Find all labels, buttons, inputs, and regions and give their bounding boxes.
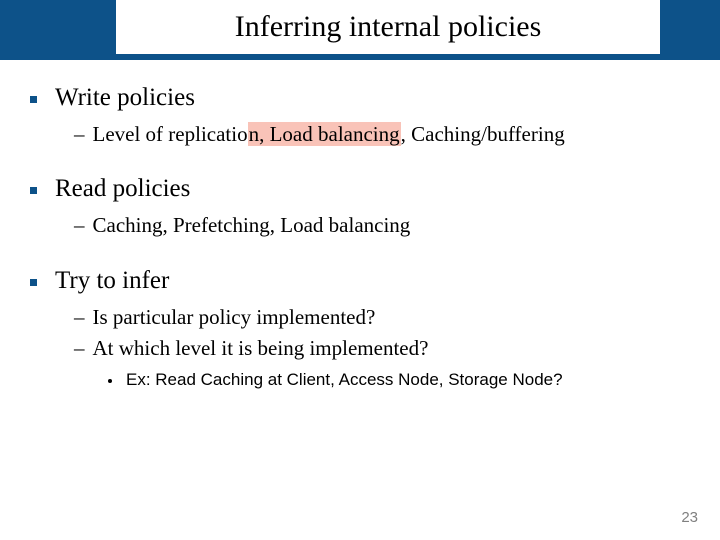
subsub-item: Ex: Read Caching at Client, Access Node,… — [108, 370, 690, 390]
sub-list-read: – Caching, Prefetching, Load balancing — [74, 211, 690, 240]
slide-title: Inferring internal policies — [235, 10, 542, 44]
sub-text: At which level it is being implemented? — [93, 334, 429, 363]
sub-item: – Is particular policy implemented? — [74, 303, 690, 332]
heading-read-policies: Read policies — [55, 175, 190, 203]
highlighted-text: n, Load balancing — [248, 122, 401, 146]
sub-text: Level of replication, Load balancing, Ca… — [93, 120, 565, 149]
slide-content: Write policies – Level of replication, L… — [0, 60, 720, 390]
dash-icon: – — [74, 211, 85, 240]
square-bullet-icon — [30, 96, 37, 103]
dash-icon: – — [74, 120, 85, 149]
dash-icon: – — [74, 334, 85, 363]
bullet-try-infer: Try to infer — [30, 267, 690, 295]
sub-list-write: – Level of replication, Load balancing, … — [74, 120, 690, 149]
dash-icon: – — [74, 303, 85, 332]
title-bar: Inferring internal policies — [0, 0, 720, 60]
sub-text: Is particular policy implemented? — [93, 303, 376, 332]
subsub-text: Ex: Read Caching at Client, Access Node,… — [126, 370, 563, 390]
square-bullet-icon — [30, 279, 37, 286]
bullet-read-policies: Read policies — [30, 175, 690, 203]
heading-try-infer: Try to infer — [55, 267, 169, 295]
dot-bullet-icon — [108, 379, 112, 383]
sub-list-infer: – Is particular policy implemented? – At… — [74, 303, 690, 364]
title-overlay: Inferring internal policies — [116, 0, 660, 54]
sub-item: – Level of replication, Load balancing, … — [74, 120, 690, 149]
sub-item: – At which level it is being implemented… — [74, 334, 690, 363]
heading-write-policies: Write policies — [55, 84, 195, 112]
sub-text: Caching, Prefetching, Load balancing — [93, 211, 411, 240]
page-number: 23 — [681, 509, 698, 526]
sub-prefix: Level of replicatio — [93, 122, 248, 146]
sub-item: – Caching, Prefetching, Load balancing — [74, 211, 690, 240]
square-bullet-icon — [30, 187, 37, 194]
bullet-write-policies: Write policies — [30, 84, 690, 112]
sub-suffix: , Caching/buffering — [401, 122, 565, 146]
subsub-list: Ex: Read Caching at Client, Access Node,… — [108, 370, 690, 390]
